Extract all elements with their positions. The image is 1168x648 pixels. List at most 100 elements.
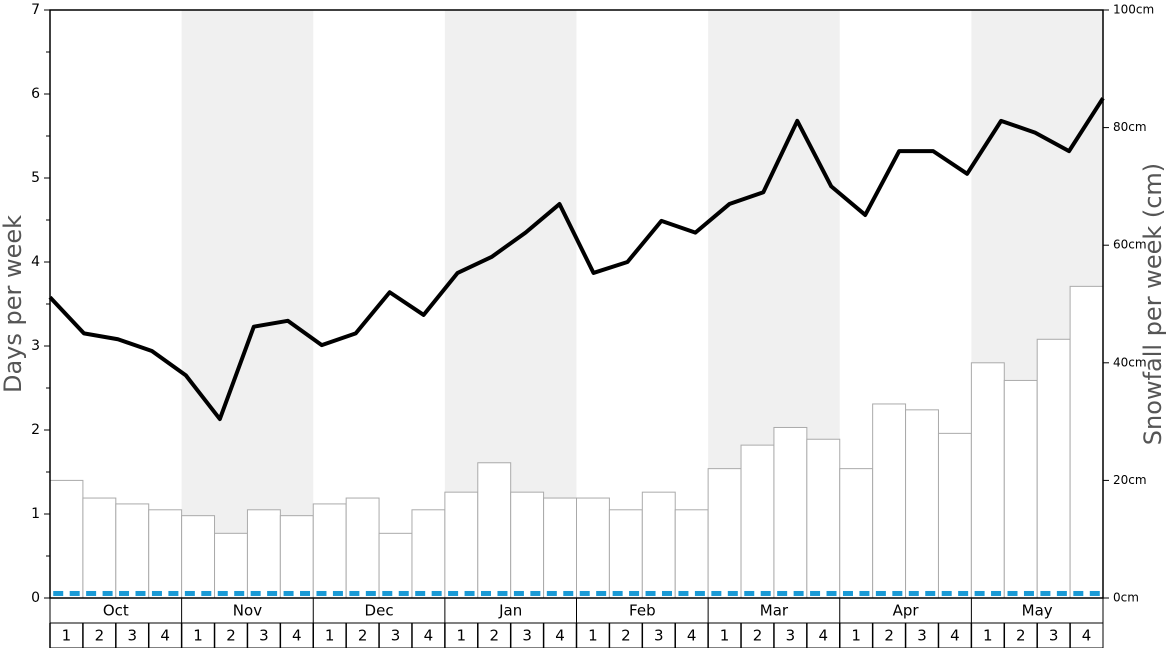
- dash-mark: [793, 590, 804, 596]
- dash-mark: [300, 590, 311, 596]
- bar: [115, 503, 150, 599]
- bar: [839, 468, 874, 599]
- dash-mark: [217, 590, 228, 596]
- dash-mark: [448, 590, 459, 596]
- dash-mark: [991, 590, 1002, 596]
- dash-mark: [777, 590, 788, 596]
- y-axis-title: Days per week: [0, 215, 27, 393]
- y-tick-label: 0: [31, 590, 40, 606]
- month-label: Mar: [760, 602, 789, 620]
- dash-mark: [941, 590, 952, 596]
- y2-axis-title: Snowfall per week (cm): [1139, 163, 1167, 445]
- bar: [49, 479, 84, 599]
- dash-mark: [69, 590, 80, 596]
- month-band: [181, 10, 314, 598]
- month-label: Dec: [365, 602, 394, 620]
- month-label: Nov: [233, 602, 262, 620]
- dash-mark: [168, 590, 179, 596]
- dash-mark: [316, 590, 327, 596]
- bar: [937, 432, 972, 599]
- x-tick-label: 4: [424, 627, 434, 645]
- dash-mark: [1073, 590, 1084, 596]
- bar: [905, 409, 939, 599]
- dash-mark: [1023, 590, 1034, 596]
- bar: [641, 491, 676, 599]
- bar: [411, 509, 446, 599]
- bar: [970, 362, 1005, 599]
- bar: [378, 532, 413, 599]
- dash-mark: [530, 590, 541, 596]
- x-tick-label: 1: [851, 627, 861, 645]
- x-tick-label: 3: [522, 627, 532, 645]
- dash-mark: [974, 590, 985, 596]
- y2-tick-label: 100cm: [1113, 3, 1154, 17]
- bar: [214, 532, 248, 599]
- x-tick-label: 4: [1082, 627, 1092, 645]
- dash-mark: [908, 590, 919, 596]
- x-tick-label: 2: [95, 627, 105, 645]
- month-label: Oct: [103, 602, 129, 620]
- bar: [477, 462, 512, 599]
- dash-mark: [925, 590, 936, 596]
- x-tick-label: 2: [489, 627, 499, 645]
- dash-mark: [119, 590, 130, 596]
- bar: [740, 444, 775, 599]
- dash-mark: [349, 590, 360, 596]
- dash-mark: [612, 590, 623, 596]
- dash-mark: [464, 590, 475, 596]
- y-tick-label: 6: [31, 86, 40, 102]
- y-tick-label: 1: [31, 506, 40, 522]
- month-label: May: [1022, 602, 1053, 620]
- x-tick-label: 1: [457, 627, 467, 645]
- dash-mark: [694, 590, 705, 596]
- bar: [82, 497, 117, 599]
- y-tick-label: 4: [31, 254, 40, 270]
- dash-mark: [760, 590, 771, 596]
- dash-mark: [1089, 590, 1100, 596]
- y2-tick-label: 80cm: [1113, 120, 1147, 134]
- dash-mark: [810, 590, 821, 596]
- bar: [181, 515, 216, 599]
- x-tick-label: 2: [753, 627, 763, 645]
- dash-mark: [661, 590, 672, 596]
- bar: [1069, 285, 1104, 599]
- dash-mark: [102, 590, 113, 596]
- dash-mark: [53, 590, 64, 596]
- x-tick-label: 3: [1049, 627, 1059, 645]
- dash-mark: [596, 590, 607, 596]
- bar: [510, 491, 545, 599]
- dash-mark: [546, 590, 557, 596]
- dash-mark: [267, 590, 278, 596]
- x-tick-label: 3: [917, 627, 927, 645]
- dash-mark: [1056, 590, 1067, 596]
- line: [48, 97, 1105, 422]
- bar: [872, 403, 907, 599]
- bar: [279, 515, 314, 599]
- bar: [1003, 379, 1038, 599]
- dash-mark: [234, 590, 245, 596]
- x-tick-label: 1: [62, 627, 72, 645]
- x-tick-label: 2: [1016, 627, 1026, 645]
- bar: [444, 491, 479, 599]
- dash-mark: [958, 590, 969, 596]
- dash-mark: [842, 590, 853, 596]
- dash-mark: [826, 590, 837, 596]
- x-tick-label: 2: [226, 627, 236, 645]
- dash-mark: [1007, 590, 1018, 596]
- dash-mark: [744, 590, 755, 596]
- bar: [543, 497, 577, 599]
- bar: [246, 509, 281, 599]
- x-tick-label: 2: [358, 627, 368, 645]
- dash-mark: [563, 590, 574, 596]
- x-tick-label: 4: [687, 627, 697, 645]
- dash-mark: [711, 590, 722, 596]
- dash-mark: [332, 590, 343, 596]
- dash-mark: [513, 590, 524, 596]
- bar: [576, 497, 610, 599]
- x-tick-label: 3: [786, 627, 796, 645]
- y-tick-label: 2: [31, 422, 40, 438]
- dash-mark: [398, 590, 409, 596]
- bar: [345, 497, 380, 599]
- y-tick-label: 5: [31, 170, 40, 186]
